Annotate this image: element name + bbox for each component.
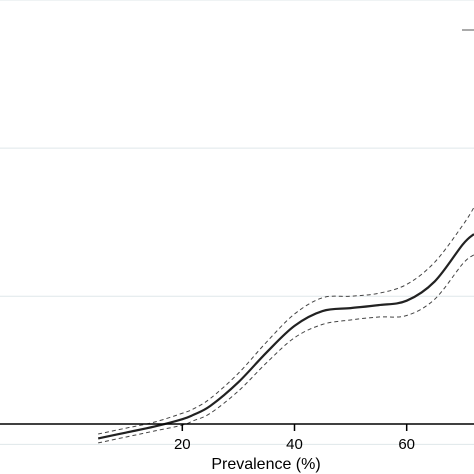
x-tick-label-20: 20 xyxy=(174,436,191,453)
x-tick-label-60: 60 xyxy=(398,436,415,453)
x-axis-title: Prevalence (%) xyxy=(211,456,320,473)
x-tick-label-40: 40 xyxy=(286,436,303,453)
series-line-ci-1 xyxy=(98,207,474,435)
series-layer xyxy=(97,207,474,444)
gridlines xyxy=(0,0,474,445)
x-axis: 20 40 60 xyxy=(0,423,474,453)
series-line-estimate xyxy=(97,233,474,440)
series-line-ci-2 xyxy=(98,254,474,444)
